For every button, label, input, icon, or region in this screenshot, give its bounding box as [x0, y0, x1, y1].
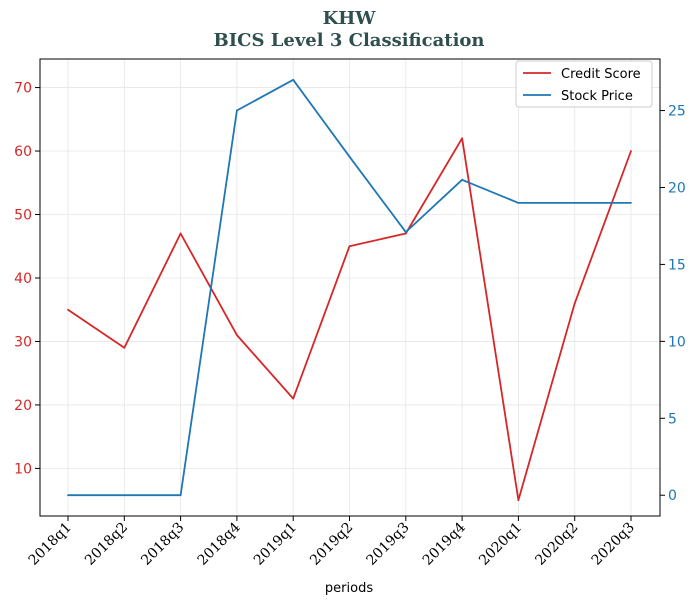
- legend-label-stock-price: Stock Price: [561, 89, 633, 104]
- x-tick-label: 2018q3: [138, 520, 187, 569]
- chart-subtitle: BICS Level 3 Classification: [213, 30, 484, 51]
- y2-tick-label: 10: [668, 334, 686, 350]
- x-tick-label: 2020q3: [589, 520, 638, 569]
- chart-title: KHW: [323, 8, 377, 29]
- y-tick-label: 40: [14, 271, 32, 287]
- grid-layer: [40, 59, 660, 516]
- x-tick-label: 2020q2: [532, 520, 581, 569]
- y2-tick-label: 5: [668, 411, 677, 427]
- x-tick-label: 2018q4: [195, 519, 244, 568]
- y2-tick-label: 0: [668, 488, 677, 504]
- x-tick-label: 2019q2: [307, 520, 356, 569]
- data-point-stock-price: [404, 231, 407, 234]
- data-point-credit-score: [292, 397, 295, 400]
- x-tick-label: 2018q2: [82, 520, 131, 569]
- legend: Credit Score Stock Price: [515, 60, 653, 108]
- x-tick-label: 2019q1: [251, 520, 300, 569]
- y-tick-label: 70: [14, 81, 32, 97]
- x-tick-label: 2018q1: [26, 520, 75, 569]
- data-point-credit-score: [348, 245, 351, 248]
- data-point-stock-price: [348, 155, 351, 158]
- x-tick-label: 2020q1: [476, 520, 525, 569]
- y-tick-label: 20: [14, 398, 32, 414]
- y2-tick-label: 20: [668, 180, 686, 196]
- y-tick-label: 10: [14, 461, 32, 477]
- x-tick-label: 2019q4: [420, 519, 469, 568]
- data-point-stock-price: [236, 109, 238, 112]
- y-tick-label: 60: [14, 144, 32, 160]
- data-point-stock-price: [517, 201, 520, 204]
- y-tick-label: 30: [14, 334, 32, 350]
- data-point-credit-score: [179, 232, 182, 235]
- data-point-credit-score: [461, 137, 463, 140]
- data-point-stock-price: [630, 201, 632, 204]
- data-point-credit-score: [573, 302, 576, 305]
- data-point-credit-score: [236, 334, 238, 337]
- y2-tick-label: 15: [668, 257, 686, 273]
- y-tick-label: 50: [14, 208, 32, 224]
- legend-label-credit-score: Credit Score: [561, 67, 641, 82]
- data-point-stock-price: [461, 178, 463, 181]
- data-point-stock-price: [123, 494, 126, 497]
- data-point-stock-price: [573, 201, 576, 204]
- x-tick-label: 2019q3: [363, 520, 412, 569]
- data-point-credit-score: [630, 150, 632, 152]
- x-axis-label: periods: [325, 581, 373, 596]
- data-point-credit-score: [517, 499, 520, 502]
- data-point-credit-score: [67, 308, 69, 311]
- data-point-credit-score: [123, 346, 126, 349]
- data-point-credit-score: [404, 232, 407, 235]
- data-point-stock-price: [292, 78, 295, 81]
- lines-layer: [67, 78, 632, 502]
- plot-frame: [39, 58, 661, 517]
- data-point-stock-price: [179, 494, 182, 497]
- data-point-stock-price: [67, 494, 69, 497]
- y2-tick-label: 25: [668, 104, 686, 120]
